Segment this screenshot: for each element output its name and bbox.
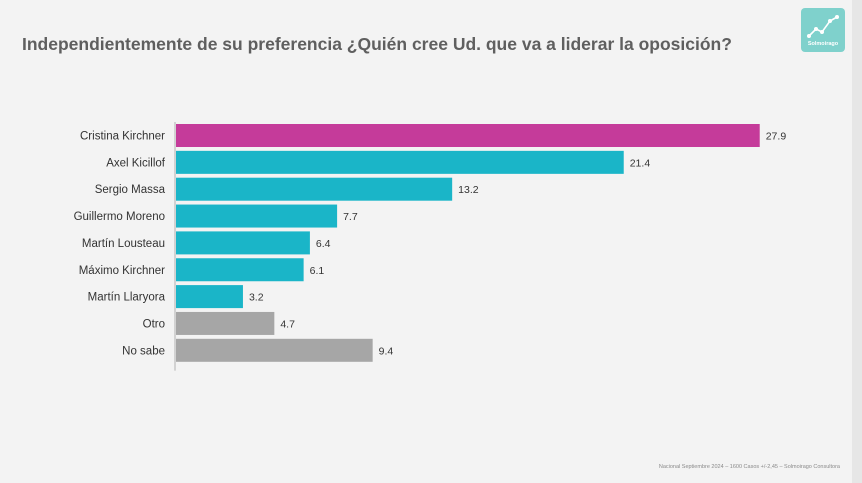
bar: [176, 177, 453, 201]
data-label: 21.4: [630, 157, 651, 169]
category-label: Otro: [143, 318, 165, 330]
bar: [176, 338, 373, 362]
data-label: 13.2: [458, 184, 479, 196]
category-label: Martín Llaryora: [88, 292, 166, 304]
category-label: Máximo Kirchner: [79, 265, 165, 277]
data-label: 3.2: [249, 292, 264, 304]
brand-logo: Solmoirago: [801, 8, 845, 52]
bar: [176, 231, 310, 255]
bar: [176, 124, 760, 147]
chart-trend-icon: [807, 15, 839, 38]
data-label: 27.9: [766, 131, 787, 143]
category-label: Sergio Massa: [95, 184, 166, 196]
chart-title: Independientemente de su preferencia ¿Qu…: [22, 34, 732, 54]
category-label: Martín Lousteau: [82, 238, 165, 250]
bar: [176, 285, 243, 309]
data-label: 7.7: [343, 211, 358, 223]
data-label: 9.4: [379, 345, 394, 357]
data-label: 6.1: [310, 265, 325, 277]
category-label: Axel Kicillof: [106, 157, 166, 169]
category-label: Guillermo Moreno: [74, 211, 165, 223]
category-label: No sabe: [122, 345, 165, 357]
data-label: 6.4: [316, 238, 331, 250]
data-label: 4.7: [280, 318, 295, 330]
bar: [176, 150, 624, 174]
logo-text: Solmoirago: [807, 41, 839, 47]
bar: [176, 204, 338, 228]
bar: [176, 258, 304, 282]
footer-note: Nacional Septiembre 2024 – 1600 Casos +/…: [658, 464, 840, 470]
bar: [176, 311, 275, 335]
right-edge-stripe: [852, 0, 862, 483]
category-label: Cristina Kirchner: [80, 131, 165, 143]
